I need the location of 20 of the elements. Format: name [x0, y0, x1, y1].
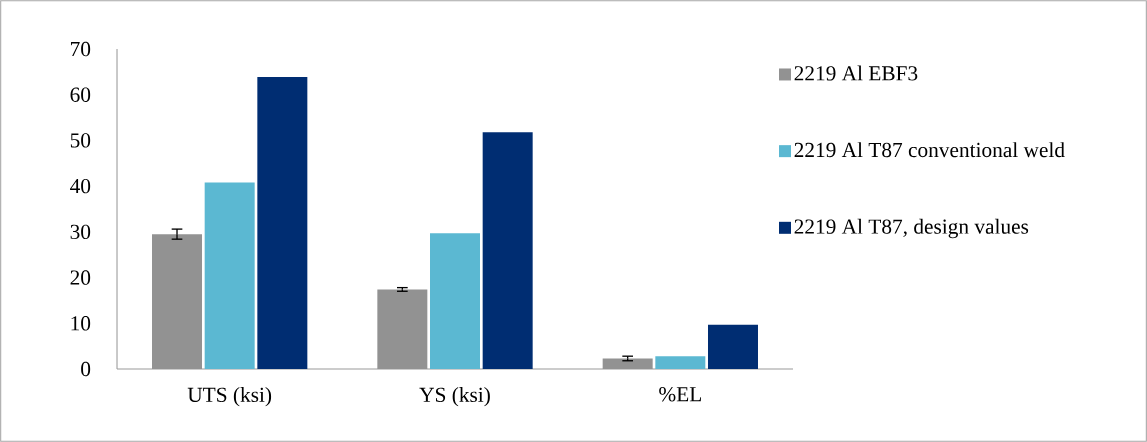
y-tick-label: 10	[71, 316, 91, 331]
bar	[204, 182, 255, 369]
bar	[257, 76, 308, 369]
legend-label: 2219 Al T87 conventional weld	[794, 142, 1065, 158]
bar	[430, 233, 480, 369]
y-tick-label: 40	[70, 178, 91, 194]
legend-label: 2219 Al T87, design values	[794, 218, 1029, 239]
x-tick-label: YS (ksi)	[419, 387, 490, 407]
y-tick-label: 50	[70, 133, 91, 148]
bar	[655, 356, 706, 369]
x-tick-label: %EL	[659, 387, 701, 402]
y-tick-label: 20	[70, 270, 91, 285]
x-tick-label: UTS (ksi)	[187, 387, 272, 407]
y-tick-label: 70	[71, 41, 91, 57]
y-tick-label: 0	[81, 361, 91, 377]
y-tick-label: 30	[70, 224, 91, 240]
y-tick-label: 60	[70, 87, 91, 102]
legend-label: 2219 Al EBF3	[794, 65, 918, 81]
bar	[708, 324, 758, 369]
bar	[482, 132, 533, 369]
